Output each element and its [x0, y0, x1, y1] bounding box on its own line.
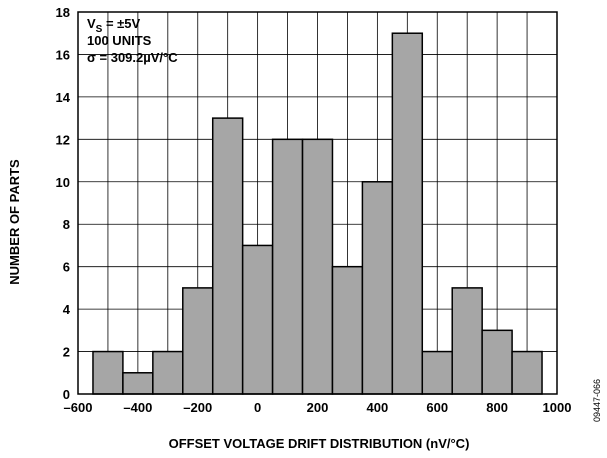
- y-tick-label: 0: [63, 387, 70, 402]
- x-tick-label: 400: [367, 400, 389, 415]
- x-tick-label: 600: [426, 400, 448, 415]
- histogram-bar: [92, 350, 124, 395]
- x-tick-label: –400: [123, 400, 152, 415]
- x-tick-label: –200: [183, 400, 212, 415]
- histogram-bar: [451, 287, 483, 395]
- y-tick-label: 14: [56, 90, 71, 105]
- y-tick-label: 6: [63, 260, 70, 275]
- histogram-bar: [421, 350, 453, 395]
- annotation-vs: VS = ±5V: [87, 16, 141, 35]
- histogram-bar: [122, 372, 154, 395]
- histogram-bar: [481, 329, 513, 395]
- y-tick-label: 4: [63, 302, 71, 317]
- histogram-bar: [511, 350, 543, 395]
- y-tick-label: 10: [56, 175, 70, 190]
- y-tick-label: 2: [63, 345, 70, 360]
- plot-frame: [77, 11, 558, 395]
- histogram-bar: [152, 350, 184, 395]
- y-tick-labels: 0 2 4 6 8 10 12 14 16 18: [56, 5, 71, 402]
- x-tick-label: 1000: [543, 400, 572, 415]
- figure-code: 09447-066: [592, 379, 602, 422]
- annotation-units: 100 UNITS: [87, 33, 152, 48]
- x-tick-label: 200: [307, 400, 329, 415]
- y-tick-label: 18: [56, 5, 70, 20]
- x-tick-label: 800: [486, 400, 508, 415]
- histogram-bar: [391, 32, 424, 395]
- annotation-box: VS = ±5V 100 UNITS σ = 309.2µV/°C: [87, 16, 178, 65]
- histogram-bar: [211, 117, 244, 395]
- histogram-bar: [301, 138, 334, 395]
- histogram-bar: [241, 244, 274, 395]
- annotation-sigma: σ = 309.2µV/°C: [87, 50, 178, 65]
- x-axis-title: OFFSET VOLTAGE DRIFT DISTRIBUTION (nV/°C…: [169, 436, 470, 451]
- histogram-bar: [331, 265, 364, 395]
- x-tick-label: –600: [64, 400, 93, 415]
- histogram-bar: [361, 181, 394, 395]
- y-tick-label: 12: [56, 132, 70, 147]
- y-tick-label: 16: [56, 47, 70, 62]
- histogram-bar: [182, 287, 214, 395]
- x-tick-label: 0: [254, 400, 261, 415]
- y-tick-label: 8: [63, 217, 70, 232]
- x-tick-labels: –600 –400 –200 0 200 400 600 800 1000: [64, 400, 572, 415]
- y-axis-title: NUMBER OF PARTS: [7, 159, 22, 285]
- histogram-bar: [271, 138, 304, 395]
